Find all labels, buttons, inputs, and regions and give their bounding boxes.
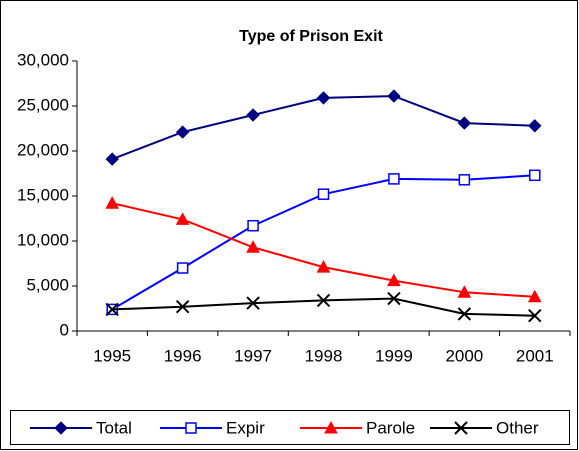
data-point: [175, 299, 190, 314]
data-point: [528, 119, 542, 133]
legend-marker: [324, 420, 338, 434]
legend-marker: [454, 421, 468, 435]
y-tick-label: 25,000: [17, 95, 69, 114]
y-tick-label: 0: [60, 320, 69, 339]
data-point: [317, 188, 330, 200]
data-point: [388, 173, 400, 185]
legend-label: Total: [96, 418, 132, 437]
data-point: [247, 219, 259, 232]
data-point: [176, 262, 189, 274]
legend-label: Other: [496, 418, 539, 437]
legend-label: Expir: [226, 418, 265, 437]
data-point: [246, 296, 260, 310]
data-point: [387, 89, 401, 103]
x-tick-label: 1998: [305, 346, 343, 365]
data-point: [387, 273, 401, 287]
legend-label: Parole: [366, 418, 415, 437]
data-point: [246, 240, 260, 253]
x-tick-label: 2000: [445, 346, 483, 365]
legend-marker: [54, 421, 68, 435]
chart-title: Type of Prison Exit: [239, 28, 383, 45]
data-point: [387, 291, 401, 306]
data-point: [458, 174, 471, 186]
data-point: [105, 302, 119, 317]
x-tick-label: 1997: [234, 346, 272, 365]
x-tick-label: 1995: [93, 346, 131, 365]
data-point: [175, 125, 190, 139]
x-tick-label: 1999: [375, 346, 413, 365]
y-tick-label: 20,000: [17, 140, 69, 159]
x-tick-label: 2001: [516, 346, 554, 365]
data-point: [175, 212, 190, 225]
y-tick-label: 10,000: [17, 230, 69, 249]
data-point: [105, 152, 119, 166]
data-point: [316, 91, 331, 105]
data-point: [105, 196, 120, 209]
data-point: [457, 307, 472, 321]
data-point: [316, 260, 331, 273]
data-point: [457, 285, 472, 298]
data-point: [457, 116, 472, 130]
y-tick-label: 5,000: [26, 275, 69, 294]
y-tick-label: 30,000: [17, 50, 69, 69]
data-point: [529, 169, 541, 182]
x-tick-label: 1996: [164, 346, 202, 365]
data-point: [528, 308, 542, 323]
data-point: [316, 293, 331, 308]
y-tick-label: 15,000: [17, 185, 69, 204]
data-point: [527, 289, 542, 303]
data-point: [246, 108, 260, 122]
legend-marker: [185, 422, 197, 434]
